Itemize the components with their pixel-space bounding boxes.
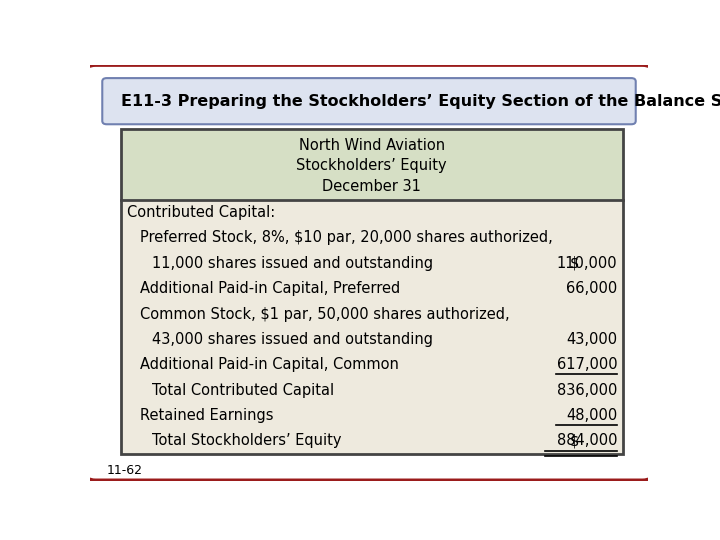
Bar [121, 200, 623, 454]
Text: 884,000: 884,000 [557, 434, 617, 448]
Bar [121, 129, 623, 200]
Text: Additional Paid-in Capital, Preferred: Additional Paid-in Capital, Preferred [140, 281, 400, 296]
Text: Common Stock, $1 par, 50,000 shares authorized,: Common Stock, $1 par, 50,000 shares auth… [140, 307, 509, 322]
Text: $: $ [570, 256, 580, 271]
Text: $: $ [570, 434, 580, 448]
Text: 43,000: 43,000 [566, 332, 617, 347]
Text: Total Contributed Capital: Total Contributed Capital [152, 383, 334, 397]
Text: 48,000: 48,000 [566, 408, 617, 423]
Text: Total Stockholders’ Equity: Total Stockholders’ Equity [152, 434, 341, 448]
Text: North Wind Aviation: North Wind Aviation [299, 138, 445, 152]
Text: 836,000: 836,000 [557, 383, 617, 397]
Text: Retained Earnings: Retained Earnings [140, 408, 273, 423]
Text: 43,000 shares issued and outstanding: 43,000 shares issued and outstanding [152, 332, 433, 347]
Text: Additional Paid-in Capital, Common: Additional Paid-in Capital, Common [140, 357, 399, 372]
Bar [121, 129, 623, 454]
Text: E11-3 Preparing the Stockholders’ Equity Section of the Balance Sheet: E11-3 Preparing the Stockholders’ Equity… [121, 94, 720, 109]
Text: Stockholders’ Equity: Stockholders’ Equity [297, 158, 447, 173]
Text: 66,000: 66,000 [566, 281, 617, 296]
Text: 11,000 shares issued and outstanding: 11,000 shares issued and outstanding [152, 256, 433, 271]
Text: 11-62: 11-62 [107, 464, 143, 477]
Text: December 31: December 31 [323, 179, 421, 194]
Text: 617,000: 617,000 [557, 357, 617, 372]
Text: 110,000: 110,000 [557, 256, 617, 271]
FancyBboxPatch shape [84, 65, 654, 481]
FancyBboxPatch shape [102, 78, 636, 124]
Text: Contributed Capital:: Contributed Capital: [127, 205, 276, 220]
Text: Preferred Stock, 8%, $10 par, 20,000 shares authorized,: Preferred Stock, 8%, $10 par, 20,000 sha… [140, 231, 552, 246]
